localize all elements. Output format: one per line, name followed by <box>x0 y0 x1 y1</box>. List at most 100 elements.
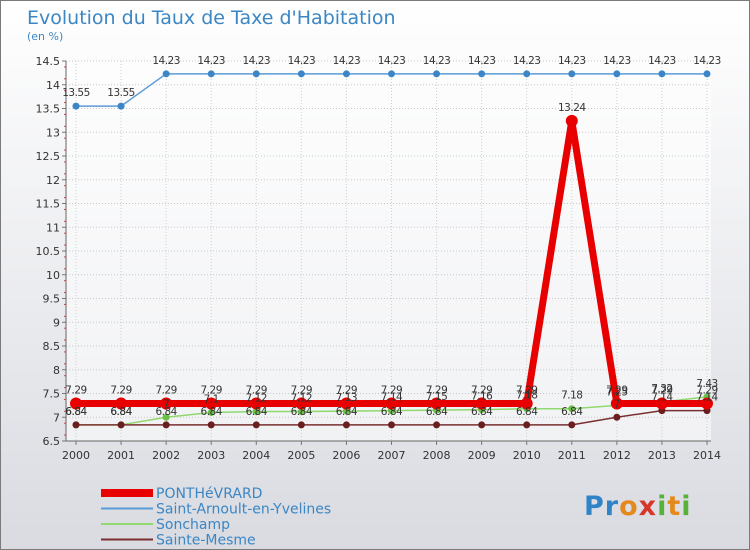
data-label-sonchamp: 7.32 <box>651 383 672 395</box>
data-label-ponthevrard: 7.29 <box>336 384 357 396</box>
y-tick-label: 12.5 <box>36 150 61 163</box>
data-point-sainte-mesme <box>523 421 531 429</box>
data-label-sainte-mesme: 6.84 <box>65 406 87 418</box>
y-tick-label: 12 <box>46 174 60 187</box>
data-label-sainte-mesme: 7.14 <box>651 392 673 404</box>
x-tick-label: 2008 <box>423 449 451 462</box>
x-tick-label: 2006 <box>332 449 360 462</box>
data-point-ponthevrard <box>160 397 173 410</box>
data-point-saint-arnoult-en-yvelines <box>297 70 305 78</box>
data-label-sonchamp: 7.12 <box>246 393 267 405</box>
data-label-ponthevrard: 7.29 <box>426 384 447 396</box>
data-point-saint-arnoult-en-yvelines <box>207 70 215 78</box>
data-label-ponthevrard: 7.29 <box>291 384 312 396</box>
data-point-saint-arnoult-en-yvelines <box>252 70 260 78</box>
data-label-saint-arnoult-en-yvelines: 14.23 <box>152 55 180 67</box>
data-label-sainte-mesme: 6.84 <box>246 406 268 418</box>
y-tick-label: 13.5 <box>36 103 61 116</box>
data-label-sainte-mesme: 6.84 <box>291 406 313 418</box>
y-tick-label: 11 <box>46 221 60 234</box>
data-label-sainte-mesme: 6.84 <box>155 406 177 418</box>
data-label-sainte-mesme: 6.84 <box>110 406 132 418</box>
data-point-sainte-mesme <box>478 421 486 429</box>
data-point-ponthevrard <box>70 397 82 410</box>
data-label-saint-arnoult-en-yvelines: 14.23 <box>243 55 271 67</box>
data-point-saint-arnoult-en-yvelines <box>523 70 531 78</box>
proxiti-logo: Proxiti <box>584 491 692 522</box>
legend-label: Sainte-Mesme <box>156 533 256 549</box>
y-tick-label: 7.5 <box>43 388 61 401</box>
y-tick-label: 6.5 <box>43 435 61 448</box>
x-tick-label: 2009 <box>468 449 496 462</box>
legend: PONTHéVRARDSaint-Arnoult-en-YvelinesSonc… <box>101 486 331 549</box>
data-point-sonchamp <box>342 407 350 415</box>
data-point-sainte-mesme <box>433 421 441 429</box>
data-label-ponthevrard: 7.29 <box>201 384 222 396</box>
data-label-sonchamp: 7.25 <box>606 386 627 398</box>
x-tick-label: 2012 <box>603 449 631 462</box>
y-tick-label: 14.5 <box>36 55 61 68</box>
data-point-ponthevrard <box>295 397 308 410</box>
data-label-sonchamp: 7.18 <box>561 390 582 402</box>
axis-layer: 6.577.588.599.51010.51111.51212.51313.51… <box>36 55 722 462</box>
data-label-sainte-mesme: 6.84 <box>561 406 583 418</box>
data-point-sainte-mesme <box>117 421 125 429</box>
legend-label: PONTHéVRARD <box>156 486 262 502</box>
data-point-sainte-mesme <box>162 421 170 429</box>
data-label-ponthevrard: 7.29 <box>381 384 402 396</box>
data-label-sainte-mesme: 6.84 <box>426 406 448 418</box>
data-label-ponthevrard: 7.29 <box>155 384 176 396</box>
legend-label: Saint-Arnoult-en-Yvelines <box>156 502 331 518</box>
data-point-saint-arnoult-en-yvelines <box>613 70 621 78</box>
data-label-saint-arnoult-en-yvelines: 14.23 <box>648 55 676 67</box>
data-point-sainte-mesme <box>207 421 215 429</box>
data-point-ponthevrard <box>340 397 353 410</box>
data-point-ponthevrard <box>520 397 533 410</box>
data-point-sainte-mesme <box>297 421 305 429</box>
data-point-sainte-mesme <box>252 421 260 429</box>
data-label-saint-arnoult-en-yvelines: 14.23 <box>513 55 541 67</box>
data-label-saint-arnoult-en-yvelines: 14.23 <box>423 55 451 67</box>
data-point-ponthevrard <box>610 397 623 410</box>
data-point-ponthevrard <box>475 397 488 410</box>
x-tick-label: 2007 <box>378 449 406 462</box>
data-point-sonchamp <box>207 409 215 416</box>
data-label-layer: 13.55 13.55 14.23 14.23 14.23 14.23 14.23 14.23… <box>62 55 721 418</box>
data-label-sonchamp: 7.15 <box>426 391 447 403</box>
data-label-sainte-mesme: 7 <box>614 398 620 410</box>
data-point-ponthevrard <box>701 397 713 410</box>
x-tick-label: 2001 <box>107 449 135 462</box>
data-label-saint-arnoult-en-yvelines: 14.23 <box>693 55 721 67</box>
data-label-saint-arnoult-en-yvelines: 13.55 <box>107 87 135 99</box>
data-label-saint-arnoult-en-yvelines: 14.23 <box>468 55 496 67</box>
data-point-sonchamp <box>568 405 576 413</box>
data-point-saint-arnoult-en-yvelines <box>388 70 395 78</box>
series-layer <box>70 70 713 429</box>
data-label-sainte-mesme: 6.84 <box>381 406 403 418</box>
data-label-ponthevrard: 7.29 <box>110 384 131 396</box>
data-label-sonchamp: 7.13 <box>336 392 357 404</box>
data-point-saint-arnoult-en-yvelines <box>117 102 125 110</box>
data-label-sonchamp: 7 <box>163 398 169 410</box>
data-label-sonchamp: 7.12 <box>291 393 312 405</box>
data-label-ponthevrard: 7.29 <box>606 384 627 396</box>
data-label-saint-arnoult-en-yvelines: 14.23 <box>197 55 225 67</box>
x-tick-label: 2010 <box>513 449 541 462</box>
data-label-sainte-mesme: 6.84 <box>201 406 223 418</box>
data-point-sonchamp <box>162 413 170 421</box>
data-label-ponthevrard: 13.24 <box>558 102 586 114</box>
data-point-saint-arnoult-en-yvelines <box>658 70 666 78</box>
data-label-sonchamp: 7.16 <box>471 391 493 403</box>
data-label-sonchamp: 7.14 <box>381 392 403 404</box>
data-label-ponthevrard: 7.29 <box>651 384 672 396</box>
x-tick-label: 2003 <box>197 449 225 462</box>
data-point-sainte-mesme <box>568 421 576 429</box>
data-label-sainte-mesme: 6.84 <box>516 406 538 418</box>
data-label-ponthevrard: 7.29 <box>246 384 267 396</box>
y-tick-label: 9.5 <box>43 293 61 306</box>
data-point-ponthevrard <box>430 397 443 410</box>
y-tick-label: 14 <box>46 79 60 92</box>
data-label-sonchamp: 6.84 <box>65 406 87 418</box>
data-label-ponthevrard: 7.29 <box>471 384 492 396</box>
